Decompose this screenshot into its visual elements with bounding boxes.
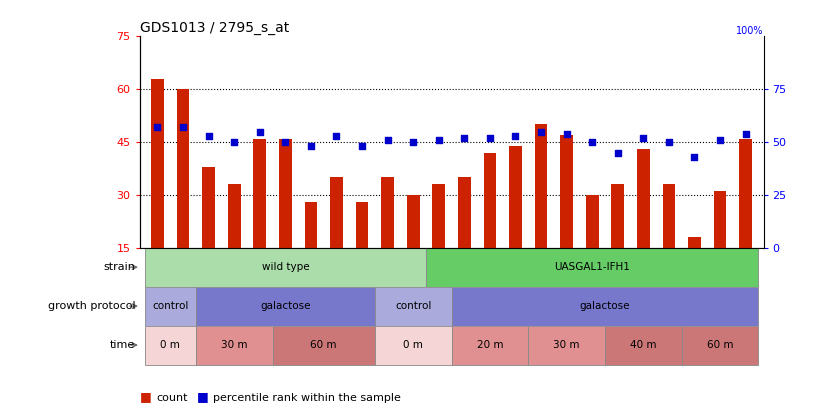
Point bbox=[279, 139, 292, 145]
Text: count: count bbox=[156, 393, 187, 403]
Bar bbox=[330, 177, 343, 248]
Bar bbox=[433, 184, 445, 248]
Point bbox=[432, 137, 445, 143]
Bar bbox=[458, 177, 470, 248]
Point bbox=[560, 130, 573, 137]
Text: control: control bbox=[152, 301, 189, 311]
Text: 60 m: 60 m bbox=[707, 340, 733, 350]
Point bbox=[177, 124, 190, 130]
Point bbox=[611, 149, 624, 156]
Bar bbox=[144, 248, 426, 287]
Bar bbox=[406, 195, 420, 248]
Bar bbox=[663, 184, 676, 248]
Bar bbox=[452, 326, 528, 364]
Text: strain: strain bbox=[103, 262, 135, 272]
Bar bbox=[612, 184, 624, 248]
Bar bbox=[144, 326, 196, 364]
Text: growth protocol: growth protocol bbox=[48, 301, 135, 311]
Bar bbox=[452, 287, 759, 326]
Bar bbox=[681, 326, 759, 364]
Bar bbox=[227, 184, 241, 248]
Point bbox=[484, 134, 497, 141]
Text: galactose: galactose bbox=[580, 301, 631, 311]
Bar bbox=[560, 135, 573, 248]
Bar bbox=[355, 202, 369, 248]
Bar bbox=[605, 326, 681, 364]
Text: wild type: wild type bbox=[262, 262, 310, 272]
Point bbox=[713, 137, 727, 143]
Text: GDS1013 / 2795_s_at: GDS1013 / 2795_s_at bbox=[140, 21, 289, 35]
Point bbox=[663, 139, 676, 145]
Point bbox=[406, 139, 420, 145]
Text: ■: ■ bbox=[197, 390, 209, 403]
Bar bbox=[528, 326, 605, 364]
Bar bbox=[688, 237, 701, 248]
Point bbox=[458, 134, 471, 141]
Bar bbox=[177, 89, 190, 248]
Bar bbox=[426, 248, 759, 287]
Bar bbox=[586, 195, 599, 248]
Bar bbox=[144, 287, 196, 326]
Bar bbox=[273, 326, 375, 364]
Text: percentile rank within the sample: percentile rank within the sample bbox=[213, 393, 401, 403]
Point bbox=[355, 143, 369, 149]
Point bbox=[253, 128, 266, 135]
Point bbox=[305, 143, 318, 149]
Bar bbox=[196, 287, 375, 326]
Point bbox=[151, 124, 164, 130]
Bar bbox=[534, 124, 548, 248]
Text: 0 m: 0 m bbox=[160, 340, 180, 350]
Point bbox=[688, 153, 701, 160]
Text: 100%: 100% bbox=[736, 26, 764, 36]
Text: 0 m: 0 m bbox=[403, 340, 423, 350]
Text: control: control bbox=[395, 301, 431, 311]
Text: time: time bbox=[110, 340, 135, 350]
Bar bbox=[279, 139, 291, 248]
Point bbox=[330, 132, 343, 139]
Text: galactose: galactose bbox=[260, 301, 310, 311]
Point bbox=[509, 132, 522, 139]
Bar bbox=[739, 139, 752, 248]
Text: 20 m: 20 m bbox=[477, 340, 503, 350]
Point bbox=[381, 137, 394, 143]
Bar bbox=[375, 326, 452, 364]
Bar bbox=[305, 202, 317, 248]
Bar bbox=[202, 167, 215, 248]
Bar bbox=[254, 139, 266, 248]
Bar bbox=[375, 287, 452, 326]
Bar bbox=[151, 79, 164, 248]
Text: UASGAL1-IFH1: UASGAL1-IFH1 bbox=[554, 262, 631, 272]
Point bbox=[202, 132, 215, 139]
Text: ■: ■ bbox=[140, 390, 151, 403]
Point bbox=[227, 139, 241, 145]
Text: 40 m: 40 m bbox=[630, 340, 657, 350]
Text: 30 m: 30 m bbox=[221, 340, 247, 350]
Bar bbox=[713, 192, 727, 248]
Bar bbox=[484, 153, 497, 248]
Bar bbox=[196, 326, 273, 364]
Point bbox=[739, 130, 752, 137]
Point bbox=[637, 134, 650, 141]
Text: 60 m: 60 m bbox=[310, 340, 337, 350]
Point bbox=[585, 139, 599, 145]
Text: 30 m: 30 m bbox=[553, 340, 580, 350]
Point bbox=[534, 128, 548, 135]
Bar bbox=[509, 146, 522, 248]
Bar bbox=[381, 177, 394, 248]
Bar bbox=[637, 149, 649, 248]
